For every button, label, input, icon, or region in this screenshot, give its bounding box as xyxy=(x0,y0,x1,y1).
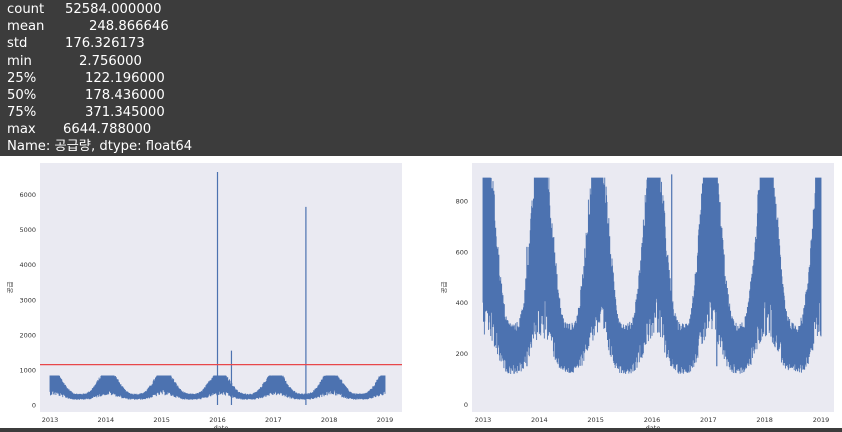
x-tick-label: 2018 xyxy=(756,416,773,424)
x-tick-label: 2015 xyxy=(587,416,604,424)
describe-row-label: count xyxy=(7,2,45,17)
x-axis-label: date xyxy=(646,424,661,428)
y-tick-label: 800 xyxy=(456,198,468,206)
x-tick-label: 2016 xyxy=(644,416,661,424)
x-tick-label: 2017 xyxy=(700,416,717,424)
x-tick-label: 2019 xyxy=(813,416,830,424)
describe-row-value: 176.326173 xyxy=(65,36,145,52)
describe-row-value: 52584.000000 xyxy=(65,2,162,17)
describe-row-value: 371.345000 xyxy=(85,105,165,121)
describe-row-label: 50% xyxy=(7,88,37,103)
describe-row-value: 6644.788000 xyxy=(63,122,152,138)
describe-output: count 52584.000000 mean 248.866646 std 176.32… xyxy=(0,0,842,156)
y-axis-label: 공급 xyxy=(440,282,448,294)
axes-background xyxy=(40,163,402,412)
y-tick-label: 3000 xyxy=(19,296,36,304)
describe-row-value: 248.866646 xyxy=(89,19,169,35)
y-tick-label: 1000 xyxy=(19,366,36,374)
y-tick-label: 4000 xyxy=(19,261,36,269)
x-tick-label: 2013 xyxy=(42,416,59,424)
x-tick-label: 2013 xyxy=(475,416,492,424)
figure: 0 1000 2000 3000 4000 5000 6000 2013 2014 2015 201… xyxy=(0,156,842,432)
y-axis-label: 공급 xyxy=(6,282,14,294)
series-line xyxy=(482,177,822,375)
y-tick-label: 0 xyxy=(464,401,468,409)
y-tick-label: 6000 xyxy=(19,191,36,199)
describe-footer: Name: 공급량, dtype: float64 xyxy=(7,139,193,154)
y-tick-label: 200 xyxy=(456,350,468,358)
describe-row-label: std xyxy=(7,36,28,52)
describe-row-label: mean xyxy=(7,19,45,35)
chart-full-range: 0 1000 2000 3000 4000 5000 6000 2013 2014 2015 201… xyxy=(6,163,402,432)
describe-row-value: 2.756000 xyxy=(79,53,142,69)
describe-row-value: 122.196000 xyxy=(85,70,165,86)
x-tick-label: 2019 xyxy=(377,416,394,424)
x-tick-label: 2015 xyxy=(153,416,170,424)
describe-row-value: 178.436000 xyxy=(85,88,165,103)
x-tick-label: 2017 xyxy=(265,416,282,424)
y-tick-label: 600 xyxy=(456,248,468,256)
x-tick-label: 2014 xyxy=(98,416,115,424)
y-tick-label: 400 xyxy=(456,299,468,307)
chart-clipped-range: 0 200 400 600 800 2013 2014 2015 2016 2017 2018 201… xyxy=(440,163,834,432)
y-tick-label: 2000 xyxy=(19,331,36,339)
x-tick-label: 2018 xyxy=(321,416,338,424)
describe-row-label: 25% xyxy=(7,70,37,86)
x-tick-label: 2016 xyxy=(209,416,226,424)
describe-row-label: min xyxy=(7,53,32,69)
x-axis-label: date xyxy=(214,424,229,428)
describe-row-label: max xyxy=(7,122,36,138)
y-tick-label: 5000 xyxy=(19,226,36,234)
describe-row-label: 75% xyxy=(7,105,37,121)
x-tick-label: 2014 xyxy=(531,416,548,424)
series-line xyxy=(49,375,386,400)
y-tick-label: 0 xyxy=(32,401,36,409)
